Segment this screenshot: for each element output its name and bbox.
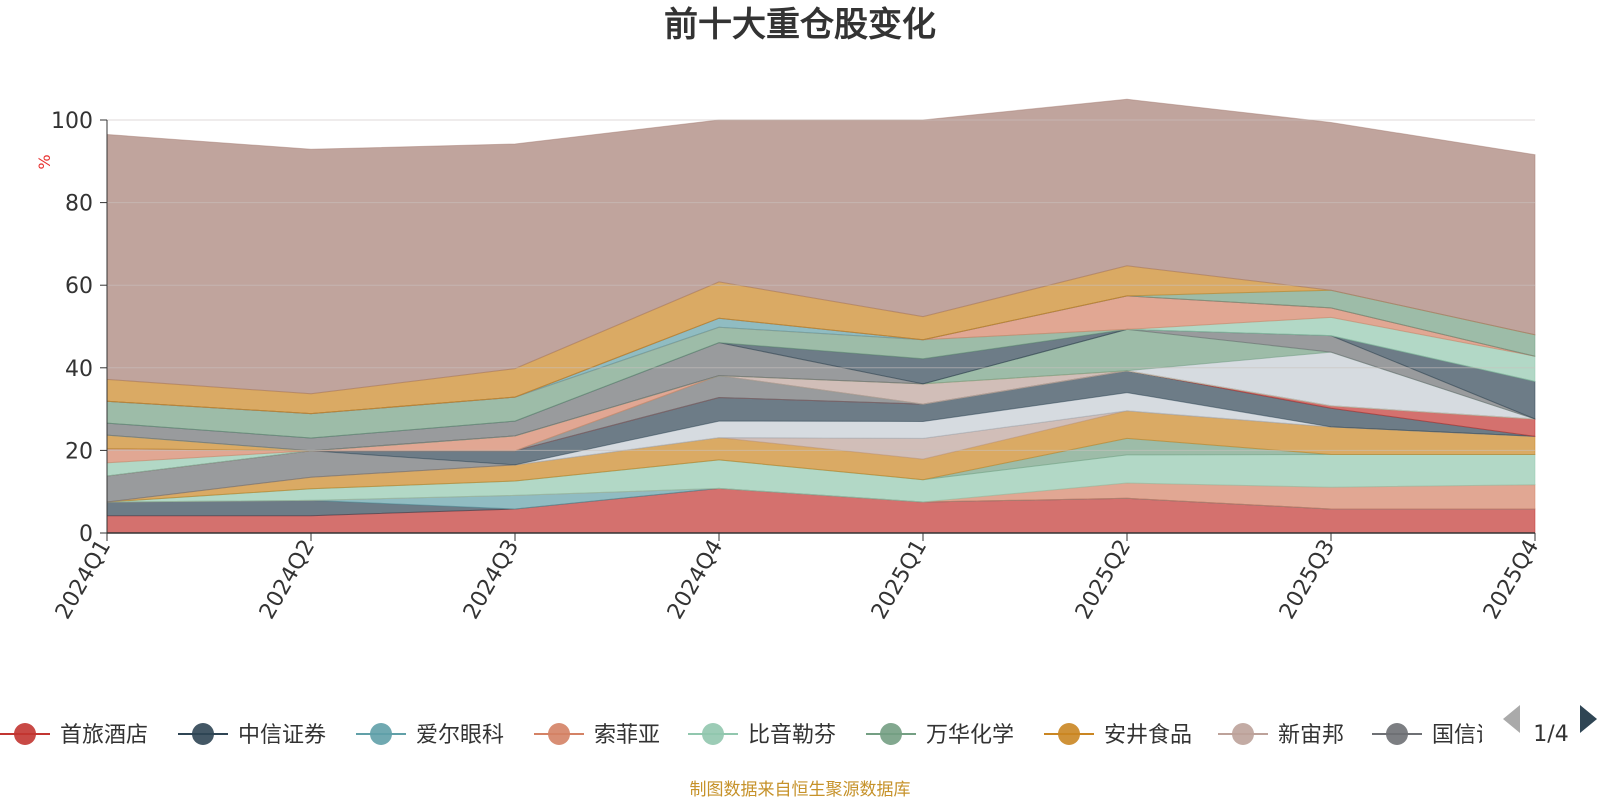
legend-item[interactable]: 安井食品: [1044, 723, 1192, 748]
legend-label: 万华化学: [926, 723, 1014, 748]
y-tick-label: 0: [79, 522, 93, 547]
legend-item[interactable]: 首旅酒店: [0, 723, 148, 748]
y-tick-label: 40: [65, 357, 93, 382]
legend-prev-icon[interactable]: [1503, 705, 1520, 733]
y-tick-label: 80: [65, 192, 93, 217]
legend-item[interactable]: 索菲亚: [534, 723, 660, 748]
source-note: 制图数据来自恒生聚源数据库: [690, 780, 911, 800]
x-tick-label: 2025Q2: [1071, 536, 1136, 624]
legend-label: 安井食品: [1104, 723, 1192, 748]
legend-marker-icon: [1232, 723, 1254, 745]
legend-label: 国信证券: [1432, 723, 1520, 748]
x-tick-label: 2024Q2: [255, 536, 320, 624]
legend-next-icon[interactable]: [1580, 705, 1597, 733]
x-tick-label: 2024Q3: [459, 536, 524, 624]
legend-marker-icon: [192, 723, 214, 745]
y-tick-label: 20: [65, 439, 93, 464]
legend-label: 中信证券: [238, 723, 326, 748]
y-axis-unit: %: [35, 154, 54, 169]
x-tick-label: 2024Q1: [51, 536, 116, 624]
legend-item[interactable]: 国信证券: [1372, 723, 1520, 748]
legend: 首旅酒店 中信证券 爱尔眼科 索菲亚 比音勒芬 万华化学 安井食品 新宙邦 国信证券: [0, 723, 1520, 748]
area-series-group: [106, 98, 1536, 534]
grid-lines: [107, 119, 1535, 451]
legend-page-indicator: 1/4: [1533, 722, 1568, 747]
legend-label: 首旅酒店: [60, 723, 148, 748]
x-tick-label: 2025Q4: [1479, 536, 1544, 624]
x-axis: 2024Q1 2024Q2 2024Q3 2024Q4 2025Q1 2025Q2 2025…: [51, 532, 1544, 624]
x-tick-label: 2024Q4: [663, 536, 728, 624]
y-tick-label: 100: [51, 109, 93, 134]
legend-marker-icon: [702, 723, 724, 745]
area-series-30: [106, 98, 1536, 395]
legend-item[interactable]: 比音勒芬: [688, 723, 836, 748]
x-tick-label: 2025Q1: [867, 536, 932, 624]
legend-pager: 1/4: [1503, 705, 1597, 747]
legend-label: 爱尔眼科: [416, 723, 504, 748]
legend-marker-icon: [1058, 723, 1080, 745]
chart-title: 前十大重仓股变化: [664, 5, 936, 45]
legend-label: 索菲亚: [594, 723, 660, 748]
legend-marker-icon: [1386, 723, 1408, 745]
legend-label: 新宙邦: [1278, 723, 1344, 748]
legend-marker-icon: [880, 723, 902, 745]
x-tick-label: 2025Q3: [1275, 536, 1340, 624]
legend-item[interactable]: 中信证券: [178, 723, 326, 748]
legend-item[interactable]: 爱尔眼科: [356, 723, 504, 748]
legend-marker-icon: [548, 723, 570, 745]
y-axis: 0 20 40 60 80 100: [51, 109, 108, 547]
legend-label: 比音勒芬: [748, 723, 836, 748]
legend-item[interactable]: 万华化学: [866, 723, 1014, 748]
legend-marker-icon: [14, 723, 36, 745]
legend-marker-icon: [370, 723, 392, 745]
legend-item[interactable]: 新宙邦: [1218, 723, 1344, 748]
y-tick-label: 60: [65, 274, 93, 299]
